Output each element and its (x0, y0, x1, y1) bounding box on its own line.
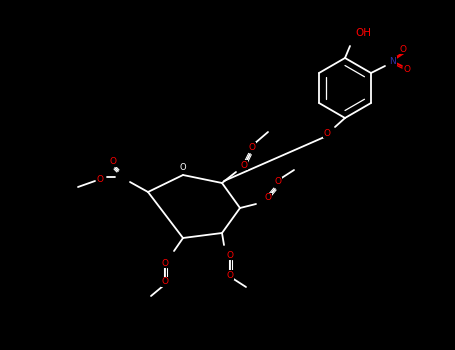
Text: O: O (248, 142, 256, 152)
Text: OH: OH (355, 28, 371, 38)
Text: O: O (162, 259, 168, 267)
Text: O: O (162, 278, 168, 287)
Text: O: O (404, 64, 410, 74)
Text: O: O (96, 175, 103, 183)
Text: O: O (227, 271, 233, 280)
Text: N: N (389, 56, 396, 65)
Text: O: O (324, 128, 330, 138)
Text: O: O (274, 177, 282, 187)
Text: O: O (110, 158, 116, 167)
Text: O: O (264, 194, 272, 203)
Text: O: O (227, 251, 233, 259)
Text: O: O (241, 161, 248, 169)
Text: O: O (180, 163, 186, 173)
Text: O: O (399, 44, 406, 54)
